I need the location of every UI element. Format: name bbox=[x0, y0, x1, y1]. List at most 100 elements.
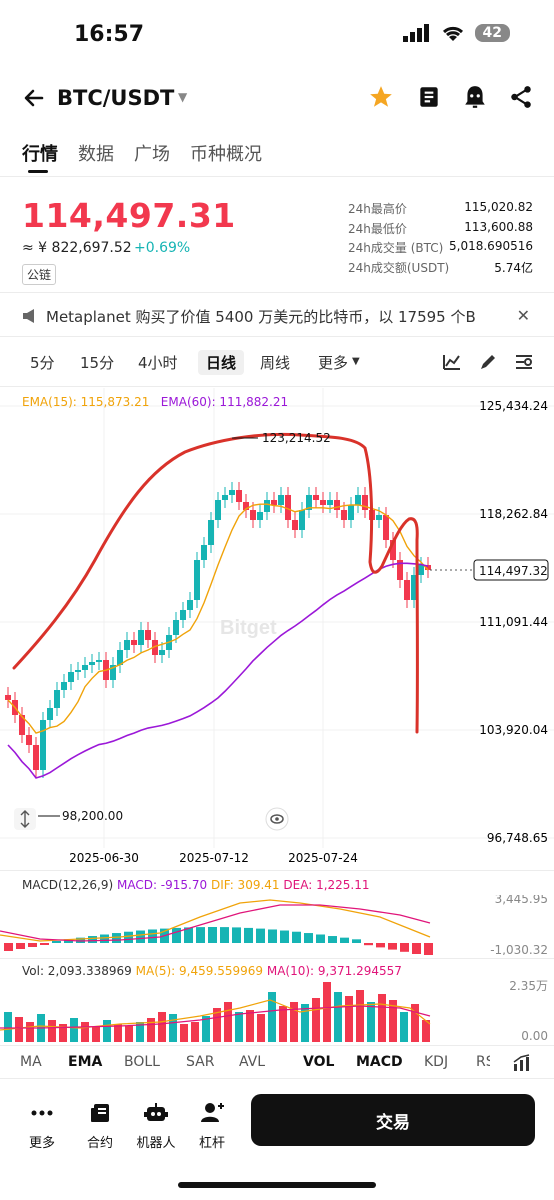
tab-square[interactable]: 广场 bbox=[134, 144, 170, 165]
tab-data[interactable]: 数据 bbox=[78, 144, 114, 165]
pair-title[interactable]: BTC/USDT bbox=[57, 86, 175, 110]
macd-bar bbox=[388, 943, 397, 950]
ema60-label: EMA(60): 111,882.21 bbox=[160, 395, 289, 409]
candle-body bbox=[285, 495, 291, 520]
y-tick: 118,262.84 bbox=[479, 507, 548, 521]
candle-body bbox=[383, 515, 389, 540]
candle-body bbox=[131, 640, 137, 645]
top-tabs: 行情 数据 广场 币种概况 bbox=[22, 140, 262, 166]
divider bbox=[0, 958, 554, 959]
macd-bar bbox=[400, 943, 409, 952]
share-icon[interactable] bbox=[508, 84, 534, 110]
indicator-vol[interactable]: VOL bbox=[303, 1054, 335, 1070]
candle-body bbox=[110, 665, 116, 680]
macd-bar bbox=[220, 927, 229, 943]
nav-leverage[interactable]: 杠杆 bbox=[182, 1100, 242, 1151]
candlestick-chart[interactable]: Bitget 123,214.52 98,200.00 114,497.32 1… bbox=[0, 388, 554, 868]
caret-down-icon[interactable]: ▼ bbox=[352, 356, 360, 367]
notebook-icon[interactable] bbox=[416, 84, 442, 110]
change-percent: +0.69% bbox=[134, 240, 191, 256]
divider bbox=[0, 386, 554, 387]
trade-button[interactable]: 交易 bbox=[251, 1094, 535, 1146]
ma5-value: MA(5): 9,459.559969 bbox=[135, 964, 264, 978]
macd-bar bbox=[112, 933, 121, 943]
indicator-avl[interactable]: AVL bbox=[239, 1054, 266, 1070]
resize-arrows bbox=[20, 810, 30, 828]
candle-body bbox=[348, 505, 354, 520]
bell-icon[interactable] bbox=[462, 84, 488, 110]
stat-value-low: 113,600.88 bbox=[464, 220, 533, 234]
interval-15m[interactable]: 15分 bbox=[80, 354, 115, 372]
nav-contract[interactable]: 合约 bbox=[70, 1100, 130, 1151]
interval-1d[interactable]: 日线 bbox=[198, 350, 245, 375]
x-tick: 2025-07-24 bbox=[288, 851, 358, 865]
eye-icon-shape bbox=[270, 814, 284, 824]
interval-5m[interactable]: 5分 bbox=[30, 354, 55, 372]
nav-robot[interactable]: 机器人 bbox=[126, 1100, 186, 1151]
volume-bar bbox=[92, 1027, 100, 1042]
volume-bar bbox=[114, 1024, 122, 1042]
interval-more[interactable]: 更多 bbox=[318, 354, 349, 372]
volume-bar bbox=[356, 990, 364, 1042]
indicator-rsi[interactable]: RSI bbox=[476, 1054, 490, 1070]
nav-contract-label: 合约 bbox=[86, 1136, 113, 1151]
interval-1w[interactable]: 周线 bbox=[260, 354, 291, 372]
close-icon[interactable]: ✕ bbox=[516, 306, 530, 325]
indicator-settings-icon[interactable] bbox=[512, 1054, 532, 1072]
dea-value: DEA: 1,225.11 bbox=[283, 878, 370, 892]
candle-body bbox=[320, 500, 326, 505]
indicator-kdj[interactable]: KDJ bbox=[424, 1054, 449, 1070]
star-icon[interactable] bbox=[368, 84, 394, 110]
indicator-sar[interactable]: SAR bbox=[186, 1054, 215, 1070]
candle-body bbox=[47, 708, 53, 720]
macd-bar bbox=[40, 943, 49, 945]
macd-bar bbox=[100, 934, 109, 943]
ema60-line bbox=[7, 562, 429, 779]
volume-bar bbox=[246, 1010, 254, 1042]
candle-body bbox=[250, 510, 256, 520]
candle-body bbox=[299, 510, 305, 530]
indicator-boll[interactable]: BOLL bbox=[124, 1054, 160, 1070]
volume-bar bbox=[312, 998, 320, 1042]
news-ticker[interactable]: Metaplanet 购买了价值 5400 万美元的比特币，以 17595 个B… bbox=[46, 308, 476, 326]
volume-bar bbox=[323, 982, 331, 1042]
draw-tool-icon[interactable] bbox=[478, 352, 498, 372]
status-time: 16:57 bbox=[74, 22, 145, 47]
chain-badge[interactable]: 公链 bbox=[22, 264, 57, 285]
macd-bar bbox=[364, 943, 373, 946]
candle-body bbox=[89, 662, 95, 665]
vol-y-top: 2.35万 bbox=[509, 979, 548, 993]
y-tick: 125,434.24 bbox=[479, 399, 548, 413]
indicator-ma[interactable]: MA bbox=[20, 1054, 42, 1070]
candle-body bbox=[54, 690, 60, 708]
stat-value-turnover: 5.74亿 bbox=[494, 261, 533, 275]
tab-market[interactable]: 行情 bbox=[22, 144, 58, 165]
volume-bar bbox=[290, 1002, 298, 1042]
caret-down-icon[interactable]: ▼ bbox=[178, 90, 188, 104]
stat-value-high: 115,020.82 bbox=[464, 200, 533, 214]
candle-body bbox=[313, 495, 319, 500]
volume-bar bbox=[59, 1024, 67, 1042]
candle-body bbox=[117, 650, 123, 665]
x-tick: 2025-07-12 bbox=[179, 851, 249, 865]
volume-bar bbox=[125, 1026, 133, 1042]
more-icon bbox=[31, 1110, 53, 1116]
chart-grid bbox=[0, 388, 554, 848]
interval-4h[interactable]: 4小时 bbox=[138, 354, 178, 372]
indicator-tabs: MA EMA BOLL SAR AVL VOL MACD KDJ RSI bbox=[0, 1045, 554, 1079]
chart-type-icon[interactable] bbox=[442, 352, 462, 372]
back-arrow-icon[interactable] bbox=[22, 86, 46, 116]
nav-more[interactable]: 更多 bbox=[12, 1100, 72, 1151]
candle-body bbox=[208, 520, 214, 545]
candle-body bbox=[75, 670, 81, 672]
tab-overview[interactable]: 币种概况 bbox=[190, 144, 262, 165]
divider bbox=[0, 292, 554, 293]
candle-body bbox=[404, 580, 410, 600]
settings-icon[interactable] bbox=[514, 352, 534, 372]
macd-bar bbox=[52, 941, 61, 943]
macd-bar bbox=[424, 943, 433, 955]
macd-bar bbox=[28, 943, 37, 947]
indicator-ema[interactable]: EMA bbox=[68, 1054, 103, 1070]
candle-body bbox=[229, 490, 235, 495]
indicator-macd[interactable]: MACD bbox=[356, 1054, 403, 1070]
